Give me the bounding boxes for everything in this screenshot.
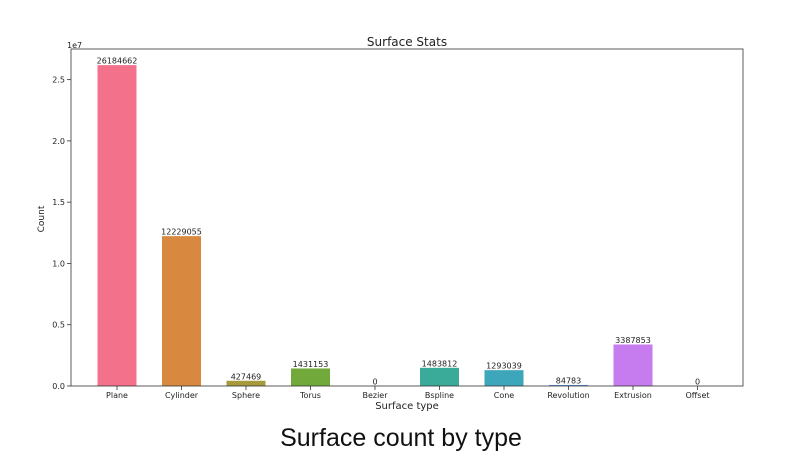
y-tick-label: 0.5 xyxy=(52,321,65,330)
x-tick-label: Cylinder xyxy=(165,391,199,400)
x-tick-label: Offset xyxy=(685,391,709,400)
y-axis-ticks: 0.0 0.5 1.0 1.5 2.0 2.5 xyxy=(52,76,71,391)
chart-title: Surface Stats xyxy=(367,35,447,49)
x-tick-label: Sphere xyxy=(232,391,260,400)
x-tick-label: Extrusion xyxy=(614,391,652,400)
bar-torus xyxy=(291,368,330,386)
x-tick-label: Plane xyxy=(106,391,128,400)
bar-cylinder xyxy=(162,236,201,386)
x-tick-label: Bspline xyxy=(425,391,454,400)
bar-cone xyxy=(484,370,524,386)
x-tick-label: Cone xyxy=(494,391,515,400)
bar-bspline xyxy=(420,367,459,386)
data-label: 1293039 xyxy=(486,362,522,371)
bars xyxy=(97,65,653,386)
bar-plane xyxy=(97,65,137,386)
x-tick-label: Bezier xyxy=(362,391,388,400)
x-axis-ticks: Plane Cylinder Sphere Torus Bezier Bspline Con… xyxy=(106,386,710,400)
bar-revolution xyxy=(549,384,588,386)
bar-extrusion xyxy=(613,344,653,386)
figure-caption: Surface count by type xyxy=(280,424,522,452)
x-tick-label: Revolution xyxy=(547,391,589,400)
data-label: 3387853 xyxy=(615,336,651,345)
x-tick-label: Torus xyxy=(299,391,321,400)
y-axis-label: Count xyxy=(37,205,47,232)
x-axis-label: Surface type xyxy=(375,401,439,412)
bar-chart: Surface Stats 1e7 Surface type Count 0.0… xyxy=(37,35,744,412)
y-tick-label: 1.5 xyxy=(52,198,65,207)
data-label: 0 xyxy=(695,378,700,387)
data-label: 427469 xyxy=(231,372,262,381)
data-label: 0 xyxy=(372,378,377,387)
bar-sphere xyxy=(226,380,266,386)
data-label: 26184662 xyxy=(97,57,138,66)
y-axis-offset-label: 1e7 xyxy=(67,41,82,50)
y-tick-label: 0.0 xyxy=(52,382,65,391)
data-labels: 26184662 12229055 427469 1431153 0 1483812 129… xyxy=(97,57,700,387)
y-tick-label: 1.0 xyxy=(52,259,65,268)
data-label: 1431153 xyxy=(293,360,329,369)
plot-frame xyxy=(70,48,744,387)
data-label: 84783 xyxy=(556,376,581,385)
data-label: 12229055 xyxy=(161,228,202,237)
y-tick-label: 2.5 xyxy=(52,76,65,85)
data-label: 1483812 xyxy=(422,359,458,368)
y-tick-label: 2.0 xyxy=(52,137,65,146)
